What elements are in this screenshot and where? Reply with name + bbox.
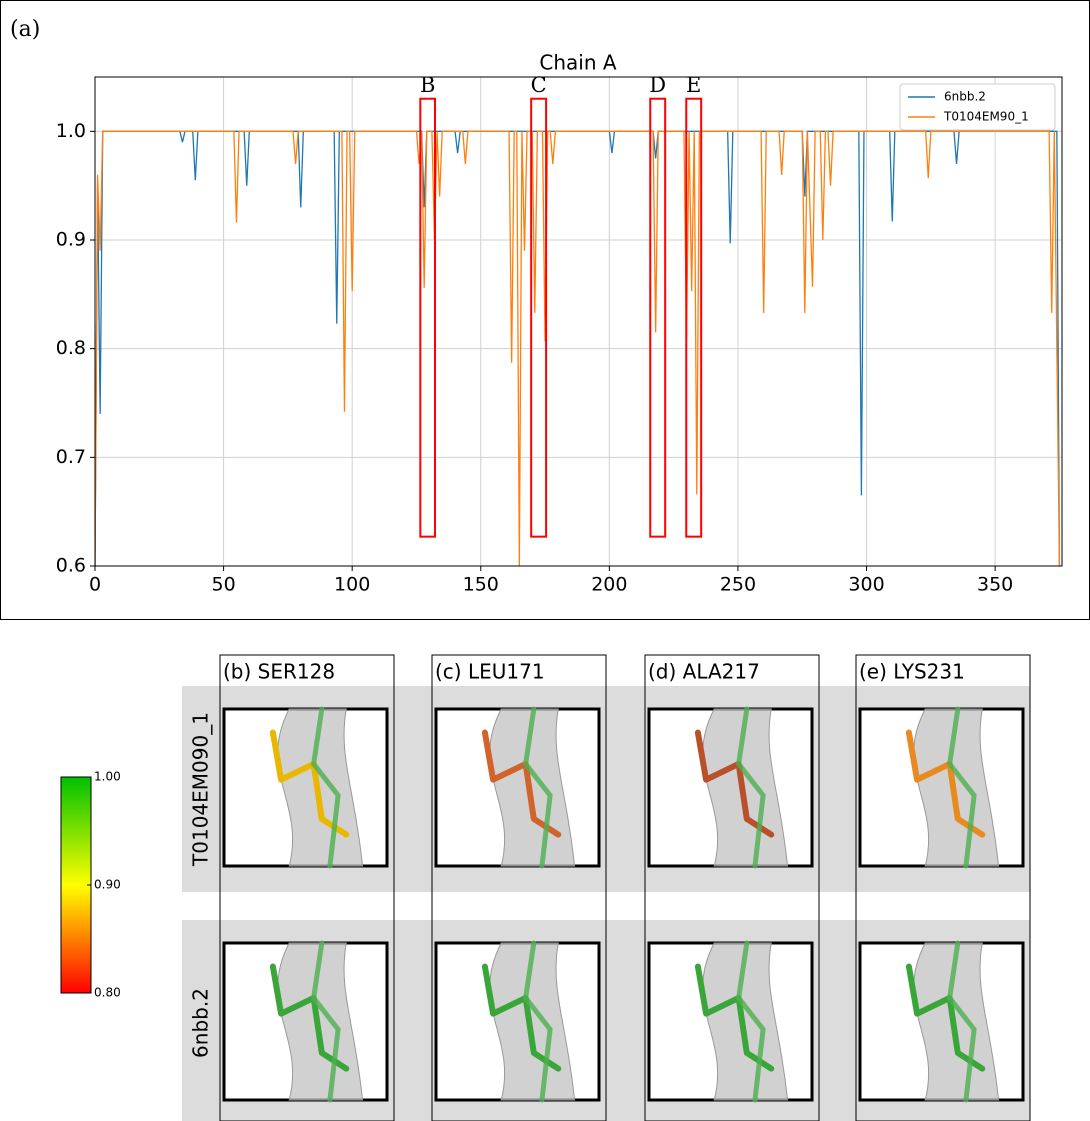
- chart-title: Chain A: [539, 51, 616, 75]
- row-label: T0104EM090_1: [189, 712, 213, 867]
- panel-label: (a): [10, 17, 40, 42]
- column-title: (b) SER128: [223, 660, 335, 684]
- x-tick-label: 250: [720, 574, 756, 596]
- x-tick-label: 150: [463, 574, 499, 596]
- column-title: (d) ALA217: [648, 660, 760, 684]
- y-tick-label: 0.6: [56, 555, 86, 577]
- x-tick-label: 200: [591, 574, 627, 596]
- colorbar: [61, 777, 91, 993]
- column-title: (c) LEU171: [435, 660, 545, 684]
- y-tick-label: 0.7: [56, 446, 86, 468]
- figure: (a) Chain A 0 50 100 150 200 250 300 350 0.6 0.7 0…: [0, 0, 1090, 1121]
- x-tick-label: 300: [848, 574, 884, 596]
- x-tick-label: 350: [977, 574, 1013, 596]
- y-tick-label: 0.8: [56, 337, 86, 359]
- colorbar-label: 0.90: [94, 878, 121, 892]
- legend-label: 6nbb.2: [944, 90, 986, 104]
- row-label: 6nbb.2: [189, 988, 213, 1058]
- x-tick-label: 0: [89, 574, 101, 596]
- colorbar-label: 0.80: [94, 986, 121, 1000]
- y-tick-label: 1.0: [56, 120, 86, 142]
- x-tick-label: 50: [211, 574, 235, 596]
- colorbar-label: 1.00: [94, 770, 121, 784]
- column-title: (e) LYS231: [859, 660, 965, 684]
- legend-label: T0104EM90_1: [943, 110, 1029, 124]
- plot-area: [95, 77, 1062, 566]
- x-tick-label: 100: [334, 574, 370, 596]
- y-tick-label: 0.9: [56, 229, 86, 251]
